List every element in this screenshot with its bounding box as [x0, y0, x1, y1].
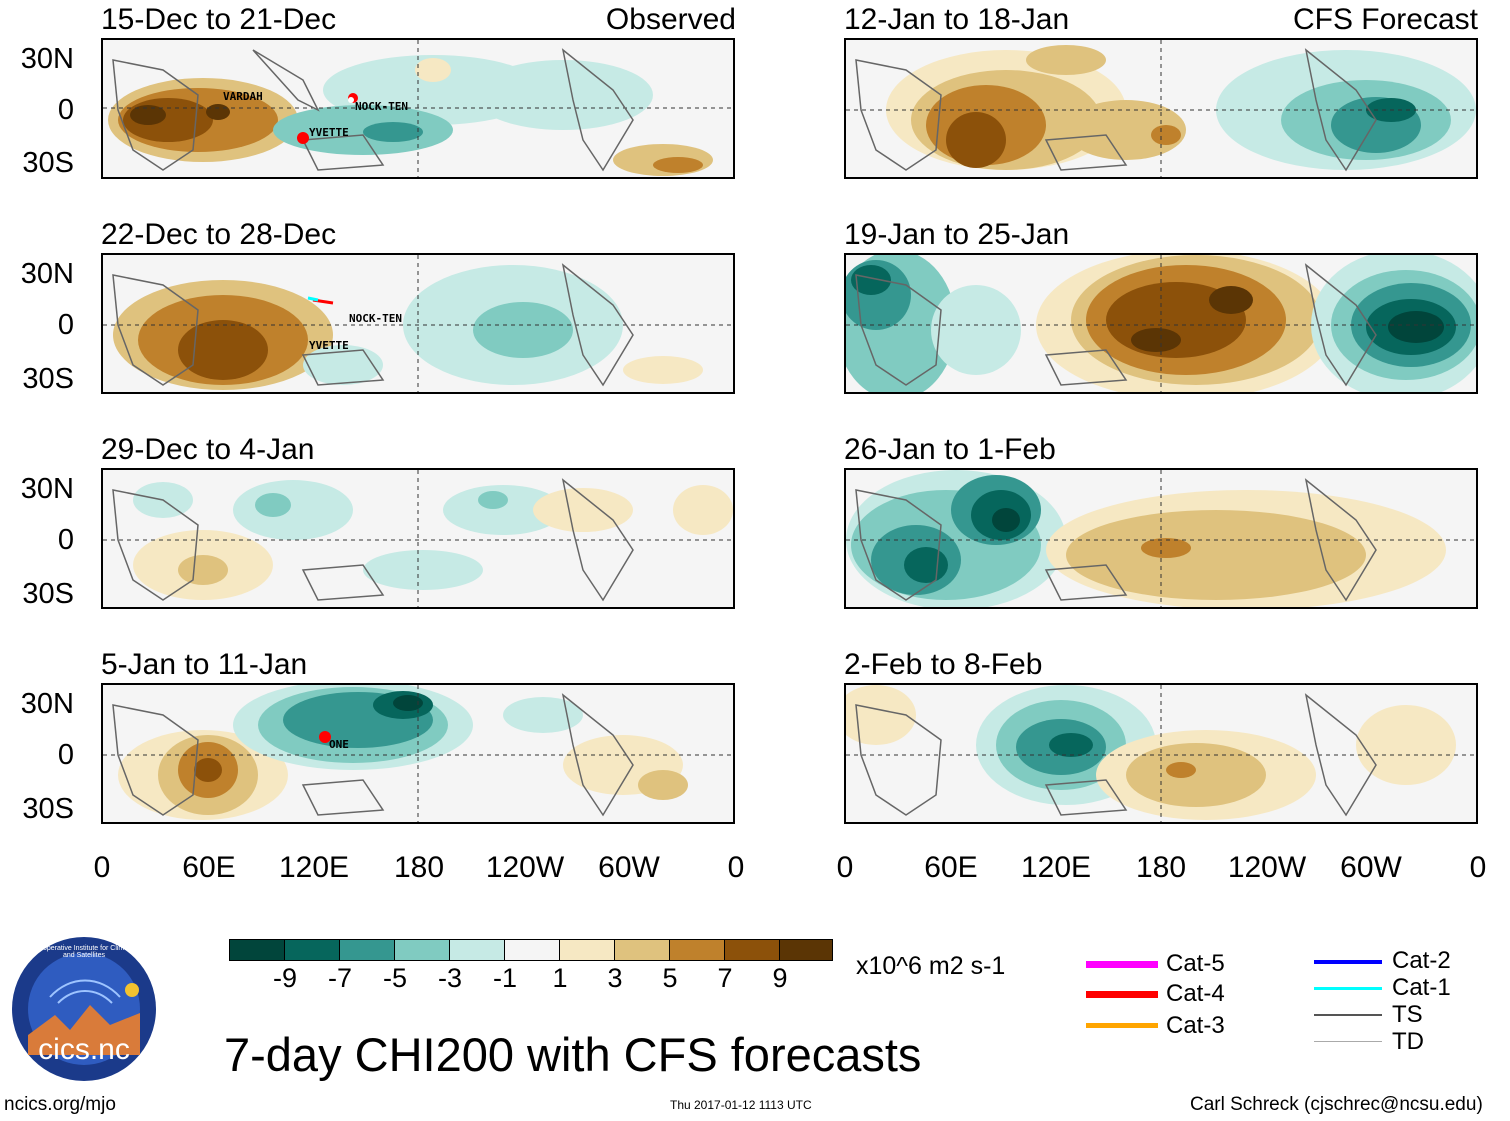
legend-label-cat1: Cat-1	[1392, 974, 1451, 1001]
legend-label-td: TD	[1392, 1028, 1424, 1055]
lat-label-0: 0	[57, 739, 74, 771]
colorbar-bin	[449, 939, 505, 961]
colorbar-bin	[559, 939, 615, 961]
lon-label: 120W	[1227, 851, 1307, 884]
footer-url[interactable]: ncics.org/mjo	[4, 1094, 116, 1115]
lon-label: 0	[836, 851, 854, 884]
colorbar-bin	[284, 939, 340, 961]
lat-label-30n: 30N	[20, 688, 74, 720]
storm-label-yvette: YVETTE	[309, 126, 349, 139]
cics-logo: Cooperative Institute for Climate and Sa…	[10, 935, 158, 1083]
logo-text: cics.nc	[38, 1033, 130, 1066]
lat-label-30s: 30S	[22, 147, 74, 179]
observed-label: Observed	[605, 3, 736, 36]
panel-title-2: 22-Dec to 28-Dec	[101, 218, 337, 251]
storm-label-one: ONE	[329, 738, 349, 751]
cfs-forecast-label: CFS Forecast	[1292, 3, 1478, 36]
colorbar-label: 7	[717, 963, 733, 993]
lat-label-30n: 30N	[20, 43, 74, 75]
map-panel-8	[844, 683, 1478, 824]
map-panel-5	[844, 38, 1478, 179]
legend-line-cat1	[1314, 987, 1382, 990]
lat-label-30n: 30N	[20, 258, 74, 290]
legend-label-ts: TS	[1392, 1001, 1423, 1028]
panel-title-4: 5-Jan to 11-Jan	[101, 648, 308, 681]
legend-line-cat3	[1086, 1023, 1158, 1028]
colorbar-bin	[724, 939, 780, 961]
panel-title-7: 26-Jan to 1-Feb	[844, 433, 1056, 466]
lat-label-30n: 30N	[20, 473, 74, 505]
lon-label: 0	[1469, 851, 1487, 884]
lon-label: 180	[1135, 851, 1187, 884]
lon-label: 60W	[598, 851, 660, 884]
legend-line-ts	[1314, 1014, 1382, 1016]
lon-label: 60E	[182, 851, 236, 884]
panel-title-6: 19-Jan to 25-Jan	[844, 218, 1070, 251]
map-panel-2: NOCK-TEN YVETTE	[101, 253, 735, 394]
colorbar-bin	[779, 939, 833, 961]
colorbar-bin	[339, 939, 395, 961]
colorbar-label: -9	[272, 963, 297, 993]
lon-label: 120W	[485, 851, 565, 884]
legend-line-cat2	[1314, 960, 1382, 964]
lat-label-30s: 30S	[22, 363, 74, 395]
colorbar-bin	[394, 939, 450, 961]
panel-title-5: 12-Jan to 18-Jan	[844, 3, 1070, 36]
lat-label-30s: 30S	[22, 793, 74, 825]
lon-label: 60E	[924, 851, 978, 884]
colorbar-label: -5	[382, 963, 407, 993]
map-panel-3	[101, 468, 735, 609]
main-title: 7-day CHI200 with CFS forecasts	[224, 1028, 922, 1081]
legend-line-cat4	[1086, 991, 1158, 998]
colorbar-label: -3	[437, 963, 462, 993]
lon-label: 180	[393, 851, 445, 884]
colorbar-bin	[614, 939, 670, 961]
legend-label-cat3: Cat-3	[1166, 1012, 1225, 1039]
lat-label-0: 0	[57, 309, 74, 341]
legend-label-cat5: Cat-5	[1166, 950, 1225, 977]
map-panel-1: VARDAH NOCK-TEN YVETTE	[101, 38, 735, 179]
panel-title-3: 29-Dec to 4-Jan	[101, 433, 315, 466]
colorbar-bin	[504, 939, 560, 961]
footer-timestamp: Thu 2017-01-12 1113 UTC	[670, 1098, 812, 1112]
lat-label-0: 0	[57, 524, 74, 556]
storm-label-nock-ten: NOCK-TEN	[355, 100, 408, 113]
lon-label: 60W	[1340, 851, 1402, 884]
colorbar-label: 9	[772, 963, 788, 993]
storm-label-nock-ten: NOCK-TEN	[349, 312, 402, 325]
colorbar-label: 3	[607, 963, 623, 993]
footer-author[interactable]: Carl Schreck (cjschrec@ncsu.edu)	[1190, 1094, 1483, 1115]
lat-label-0: 0	[57, 94, 74, 126]
colorbar-label: -7	[327, 963, 352, 993]
colorbar-label: -1	[492, 963, 517, 993]
lon-label: 0	[93, 851, 111, 884]
colorbar-bin	[669, 939, 725, 961]
panel-title-8: 2-Feb to 8-Feb	[844, 648, 1043, 681]
storm-label-vardah: VARDAH	[223, 90, 263, 103]
colorbar-label: 5	[662, 963, 678, 993]
lon-label: 120E	[278, 851, 350, 884]
colorbar-bin	[229, 939, 285, 961]
lat-label-30s: 30S	[22, 578, 74, 610]
map-panel-6	[844, 253, 1478, 394]
lon-label: 120E	[1020, 851, 1092, 884]
logo-ring-text: Cooperative Institute for Climate and Sa…	[34, 945, 134, 959]
lon-label: 0	[727, 851, 745, 884]
legend-line-cat5	[1086, 961, 1158, 968]
colorbar-units: x10^6 m2 s-1	[856, 952, 1006, 980]
legend-label-cat4: Cat-4	[1166, 980, 1225, 1007]
colorbar-label: 1	[552, 963, 568, 993]
panel-title-1: 15-Dec to 21-Dec	[101, 3, 337, 36]
storm-label-yvette: YVETTE	[309, 339, 349, 352]
map-panel-7	[844, 468, 1478, 609]
legend-line-td	[1314, 1041, 1382, 1042]
map-panel-4: ONE	[101, 683, 735, 824]
legend-label-cat2: Cat-2	[1392, 947, 1451, 974]
